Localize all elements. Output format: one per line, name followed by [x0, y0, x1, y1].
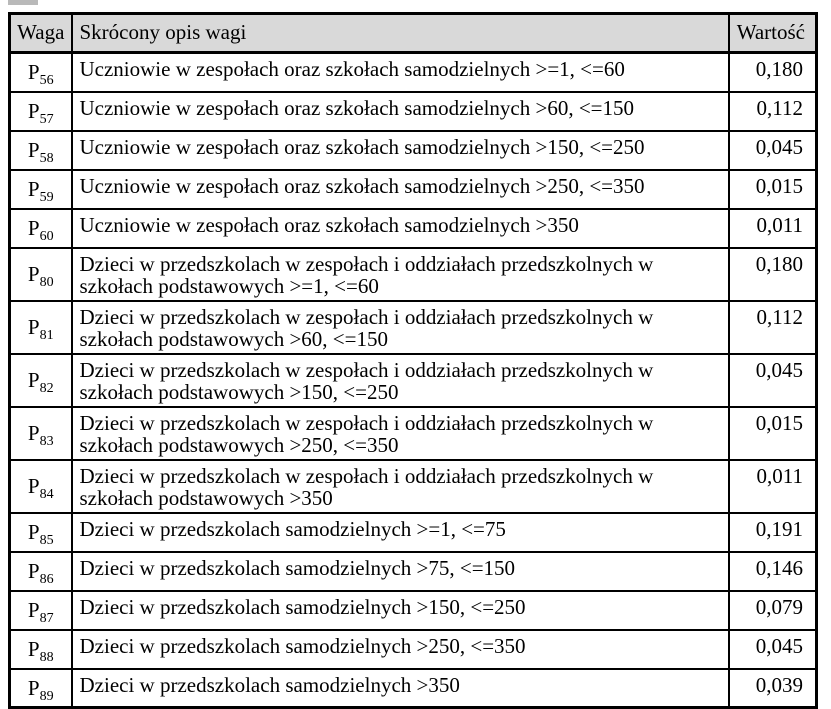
- weight-id-base: P: [27, 60, 40, 85]
- weight-description-cell: Dzieci w przedszkolach samodzielnych >=1…: [70, 511, 730, 553]
- table-row: P80 Dzieci w przedszkolach w zespołach i…: [8, 246, 818, 302]
- table-row: P59 Uczniowie w zespołach oraz szkołach …: [8, 168, 818, 210]
- weight-value-cell: 0,079: [727, 589, 818, 631]
- weight-description-cell: Dzieci w przedszkolach w zespołach i odd…: [70, 458, 730, 514]
- table-row: P56 Uczniowie w zespołach oraz szkołach …: [8, 51, 818, 93]
- weight-value-cell: 0,045: [727, 628, 818, 670]
- table-row: P87 Dzieci w przedszkolach samodzielnych…: [8, 589, 818, 631]
- weight-id-cell: P83: [8, 405, 73, 461]
- weight-id-base: P: [27, 177, 40, 201]
- weight-id-cell: P56: [8, 51, 73, 93]
- weight-value-cell: 0,112: [727, 90, 818, 132]
- weight-id-subscript: 59: [39, 190, 54, 206]
- weight-description-cell: Uczniowie w zespołach oraz szkołach samo…: [70, 51, 730, 93]
- column-header-wartosc: Wartość: [727, 12, 818, 54]
- weight-description-cell: Uczniowie w zespołach oraz szkołach samo…: [70, 168, 730, 210]
- weight-id-cell: P80: [8, 246, 73, 302]
- weights-table: Waga Skrócony opis wagi Wartość P56 Uczn…: [8, 12, 818, 709]
- weight-id-cell: P60: [8, 207, 73, 249]
- weight-description-cell: Dzieci w przedszkolach samodzielnych >15…: [70, 589, 730, 631]
- table-row: P83 Dzieci w przedszkolach w zespołach i…: [8, 405, 818, 461]
- table-row: P89 Dzieci w przedszkolach samodzielnych…: [8, 667, 818, 709]
- column-header-waga: Waga: [8, 12, 73, 54]
- table-body: P56 Uczniowie w zespołach oraz szkołach …: [8, 51, 818, 709]
- weight-value-cell: 0,146: [727, 550, 818, 592]
- weight-description-cell: Dzieci w przedszkolach w zespołach i odd…: [70, 405, 730, 461]
- weight-id-cell: P59: [8, 168, 73, 210]
- weight-id-subscript: 83: [39, 434, 54, 450]
- table-row: P86 Dzieci w przedszkolach samodzielnych…: [8, 550, 818, 592]
- table-row: P82 Dzieci w przedszkolach w zespołach i…: [8, 352, 818, 408]
- weight-id-subscript: 85: [39, 533, 54, 549]
- weight-value-cell: 0,180: [727, 246, 818, 302]
- weight-value-cell: 0,112: [727, 299, 818, 355]
- table-row: P85 Dzieci w przedszkolach samodzielnych…: [8, 511, 818, 553]
- weight-value-cell: 0,039: [727, 667, 818, 709]
- weight-id-subscript: 81: [39, 328, 54, 344]
- weight-id-base: P: [27, 520, 40, 544]
- scan-artifact: [8, 0, 38, 5]
- weight-id-subscript: 56: [39, 73, 54, 89]
- table-row: P57 Uczniowie w zespołach oraz szkołach …: [8, 90, 818, 132]
- weight-id-base: P: [27, 421, 40, 445]
- weight-id-cell: P84: [8, 458, 73, 514]
- weight-id-subscript: 82: [39, 381, 54, 397]
- table-row: P58 Uczniowie w zespołach oraz szkołach …: [8, 129, 818, 171]
- weight-id-base: P: [27, 262, 40, 286]
- weight-value-cell: 0,011: [727, 207, 818, 249]
- table-row: P60 Uczniowie w zespołach oraz szkołach …: [8, 207, 818, 249]
- weight-id-cell: P88: [8, 628, 73, 670]
- table-row: P84 Dzieci w przedszkolach w zespołach i…: [8, 458, 818, 514]
- weight-description-cell: Dzieci w przedszkolach w zespołach i odd…: [70, 352, 730, 408]
- weight-id-cell: P81: [8, 299, 73, 355]
- weight-description-cell: Uczniowie w zespołach oraz szkołach samo…: [70, 129, 730, 171]
- weight-id-subscript: 88: [39, 650, 54, 666]
- weight-id-base: P: [27, 99, 40, 123]
- weight-value-cell: 0,015: [727, 168, 818, 210]
- weight-id-base: P: [27, 474, 40, 498]
- weight-value-cell: 0,180: [727, 51, 818, 93]
- weight-id-base: P: [27, 368, 40, 392]
- weight-description-cell: Dzieci w przedszkolach w zespołach i odd…: [70, 299, 730, 355]
- weight-value-cell: 0,191: [727, 511, 818, 553]
- weight-description-cell: Dzieci w przedszkolach samodzielnych >25…: [70, 628, 730, 670]
- weight-id-cell: P57: [8, 90, 73, 132]
- weight-id-subscript: 84: [39, 487, 54, 503]
- weight-id-subscript: 60: [39, 229, 54, 245]
- weight-description-cell: Dzieci w przedszkolach samodzielnych >75…: [70, 550, 730, 592]
- header-row: Waga Skrócony opis wagi Wartość: [8, 12, 818, 54]
- weight-description-cell: Uczniowie w zespołach oraz szkołach samo…: [70, 207, 730, 249]
- weight-id-cell: P89: [8, 667, 73, 709]
- weight-value-cell: 0,045: [727, 352, 818, 408]
- weight-id-base: P: [27, 559, 40, 583]
- weight-id-cell: P86: [8, 550, 73, 592]
- weight-value-cell: 0,015: [727, 405, 818, 461]
- weight-id-base: P: [27, 216, 40, 240]
- weight-id-cell: P85: [8, 511, 73, 553]
- weight-id-subscript: 87: [39, 611, 54, 627]
- weight-id-subscript: 89: [39, 688, 54, 704]
- weight-id-base: P: [27, 138, 40, 162]
- weight-id-subscript: 57: [39, 112, 54, 128]
- weight-id-subscript: 80: [39, 275, 54, 291]
- weight-value-cell: 0,045: [727, 129, 818, 171]
- table-row: P81 Dzieci w przedszkolach w zespołach i…: [8, 299, 818, 355]
- weight-id-cell: P87: [8, 589, 73, 631]
- weight-id-cell: P58: [8, 129, 73, 171]
- weight-id-base: P: [27, 598, 40, 622]
- column-header-opis: Skrócony opis wagi: [70, 12, 730, 54]
- weight-description-cell: Dzieci w przedszkolach w zespołach i odd…: [70, 246, 730, 302]
- weight-id-subscript: 58: [39, 151, 54, 167]
- weight-id-base: P: [27, 637, 40, 661]
- table-row: P88 Dzieci w przedszkolach samodzielnych…: [8, 628, 818, 670]
- weight-id-subscript: 86: [39, 572, 54, 588]
- weight-description-cell: Uczniowie w zespołach oraz szkołach samo…: [70, 90, 730, 132]
- weight-id-base: P: [27, 315, 40, 339]
- table-header: Waga Skrócony opis wagi Wartość: [8, 12, 818, 54]
- weight-description-cell: Dzieci w przedszkolach samodzielnych >35…: [70, 667, 730, 709]
- weight-value-cell: 0,011: [727, 458, 818, 514]
- weight-id-cell: P82: [8, 352, 73, 408]
- weight-id-base: P: [27, 675, 40, 700]
